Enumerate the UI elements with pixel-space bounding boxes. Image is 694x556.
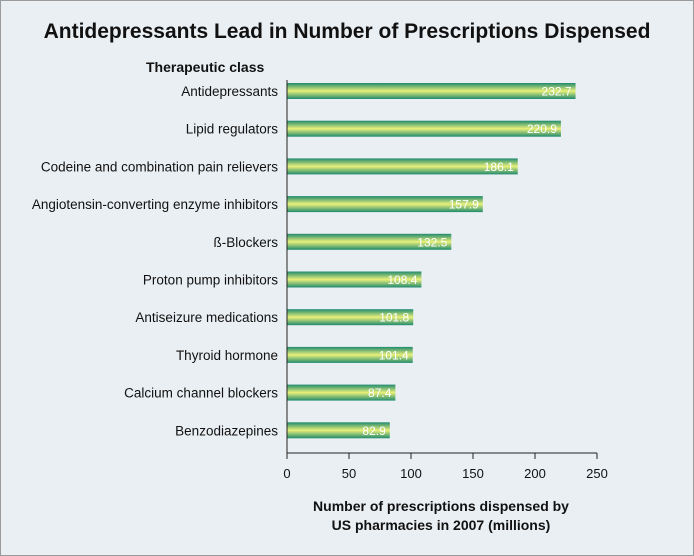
- bar: [287, 422, 390, 439]
- bar: [287, 196, 483, 213]
- category-axis-title: Therapeutic class: [146, 59, 264, 75]
- bar: [287, 233, 452, 250]
- value-label: 232.7: [542, 85, 572, 99]
- value-label: 132.5: [417, 235, 447, 249]
- category-label: Benzodiazepines: [175, 423, 278, 438]
- value-label: 186.1: [484, 160, 514, 174]
- value-label: 87.4: [368, 386, 392, 400]
- category-label: Angiotensin-converting enzyme inhibitors: [32, 197, 278, 212]
- bars-layer: Antidepressants 232.7 Lipid regulators 220.…: [32, 83, 576, 439]
- value-label: 101.8: [379, 311, 409, 325]
- value-label: 101.4: [379, 348, 409, 362]
- value-label: 108.4: [387, 273, 417, 287]
- category-label: Antiseizure medications: [135, 310, 278, 325]
- bar: [287, 271, 422, 288]
- value-label: 220.9: [527, 122, 557, 136]
- category-label: ß-Blockers: [213, 235, 278, 250]
- x-tick-label: 200: [524, 466, 546, 481]
- bar: [287, 158, 518, 175]
- x-tick-label: 100: [400, 466, 422, 481]
- x-tick-label: 0: [283, 466, 290, 481]
- x-axis-title-line-2: US pharmacies in 2007 (millions): [332, 517, 551, 533]
- category-label: Calcium channel blockers: [124, 386, 278, 401]
- bar: [287, 384, 396, 401]
- bar: [287, 120, 561, 137]
- bar: [287, 309, 414, 326]
- x-axis-title-line-1: Number of prescriptions dispensed by: [313, 498, 569, 514]
- category-label: Proton pump inhibitors: [143, 273, 278, 288]
- bar: [287, 346, 413, 363]
- category-label: Thyroid hormone: [176, 348, 278, 363]
- value-label: 157.9: [449, 198, 479, 212]
- bar: [287, 83, 576, 99]
- category-label: Lipid regulators: [186, 122, 279, 137]
- x-axis: 0 50 100 150 200 250: [283, 80, 608, 481]
- x-tick-label: 250: [586, 466, 608, 481]
- x-tick-label: 150: [462, 466, 484, 481]
- category-label: Codeine and combination pain relievers: [41, 159, 278, 174]
- chart-title: Antidepressants Lead in Number of Prescr…: [43, 20, 651, 43]
- x-tick-label: 50: [342, 466, 356, 481]
- category-label: Antidepressants: [181, 84, 278, 99]
- value-label: 82.9: [362, 424, 386, 438]
